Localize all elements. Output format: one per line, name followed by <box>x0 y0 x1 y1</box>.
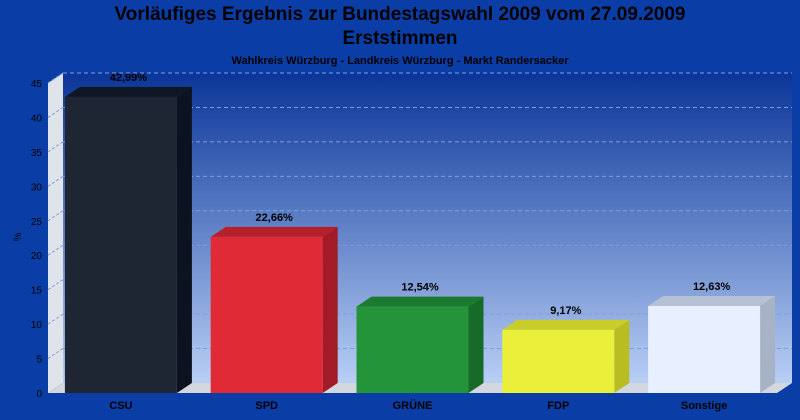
gridline-side <box>47 141 64 153</box>
gridline-side <box>47 210 64 222</box>
plot-left-wall <box>48 73 63 393</box>
bar-side <box>322 226 338 393</box>
bar-sonstige <box>648 295 776 393</box>
bar-front <box>64 96 177 393</box>
y-tick-label: 5 <box>36 355 42 366</box>
bar-fdp <box>502 319 630 393</box>
y-tick-label: 10 <box>31 320 43 331</box>
x-tick-label: Sonstige <box>681 400 727 412</box>
data-label: 22,66% <box>256 212 294 224</box>
bar-top <box>502 319 630 330</box>
bar-grüne <box>356 296 484 393</box>
data-label: 9,17% <box>550 305 581 317</box>
bar-front <box>502 329 615 393</box>
bar-top <box>356 296 484 307</box>
y-tick-label: 25 <box>31 217 43 228</box>
bar-side <box>614 319 630 393</box>
x-tick-label: FDP <box>547 400 569 412</box>
bar-top <box>648 295 776 306</box>
chart-subtitle: Wahlkreis Würzburg - Landkreis Würzburg … <box>231 55 569 67</box>
bar-top <box>210 226 338 237</box>
gridline-side <box>47 72 64 84</box>
bar-spd <box>210 226 338 393</box>
gridline-side <box>47 244 64 256</box>
gridline-side <box>47 313 64 325</box>
chart-title-line1: Vorläufiges Ergebnis zur Bundestagswahl … <box>114 4 686 25</box>
bar-side <box>468 296 484 393</box>
y-axis-label: % <box>13 232 24 241</box>
bar-side <box>760 295 776 393</box>
x-tick-label: GRÜNE <box>393 399 433 412</box>
y-tick-label: 15 <box>31 286 43 297</box>
bar-front <box>648 305 761 393</box>
gridline-side <box>47 175 64 187</box>
bar-side <box>176 86 192 393</box>
bar-front <box>356 306 469 393</box>
data-label: 12,63% <box>693 281 731 293</box>
y-tick-label: 0 <box>36 389 42 400</box>
gridline-side <box>47 348 64 359</box>
x-tick-label: SPD <box>255 400 278 412</box>
y-tick-label: 40 <box>31 113 43 124</box>
y-tick-label: 45 <box>31 79 43 90</box>
bar-csu <box>64 86 192 393</box>
gridline-side <box>47 279 64 291</box>
y-tick-label: 30 <box>31 182 43 193</box>
data-label: 12,54% <box>401 282 439 294</box>
bar-top <box>64 86 192 97</box>
bar-front <box>210 236 323 393</box>
chart-title-line2: Erststimmen <box>342 28 458 49</box>
data-label: 42,99% <box>110 72 148 84</box>
x-tick-label: CSU <box>109 400 132 412</box>
y-tick-label: 20 <box>31 251 43 262</box>
y-tick-label: 35 <box>31 148 43 159</box>
gridline-side <box>47 107 64 118</box>
